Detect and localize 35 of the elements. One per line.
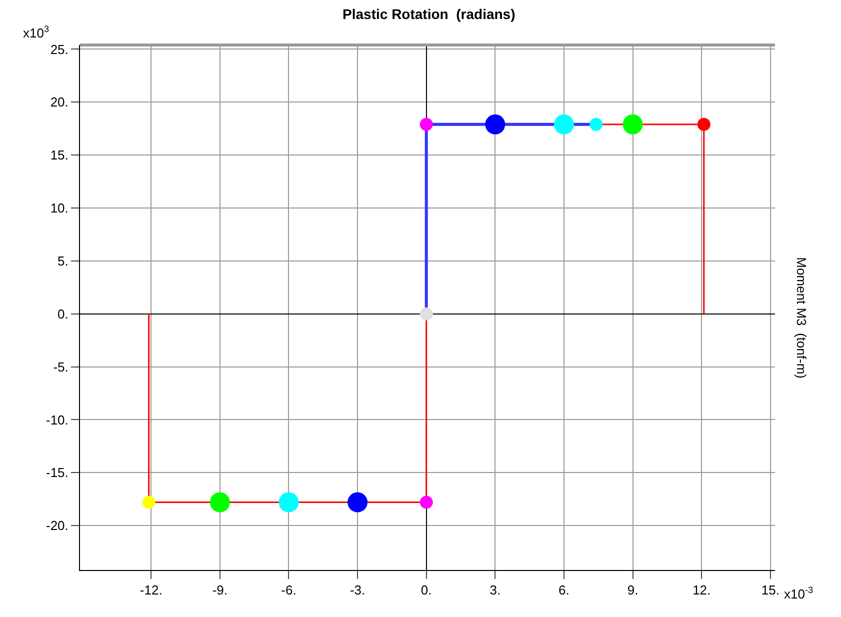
y-tick-label: 15. (50, 148, 68, 163)
y-tick-label: -5. (53, 359, 68, 374)
y-tick-label: 10. (50, 200, 68, 216)
text: x10$^{-3}$ (784, 585, 814, 602)
x-tick-label: 12. (692, 582, 711, 598)
x-tick-label: 0. (420, 582, 432, 598)
point (278, 492, 299, 512)
point (210, 492, 230, 512)
point (420, 118, 433, 131)
x-tick-label: -3. (350, 582, 366, 598)
point (622, 114, 643, 134)
y-tick-label: 0. (58, 306, 68, 322)
point (348, 492, 368, 512)
y-tick-label: -20. (46, 518, 68, 534)
y-tick-label: -15. (46, 465, 68, 480)
point (554, 114, 574, 134)
x-tick-label: -12. (140, 582, 162, 598)
y-axis-title: Moment M3 (tonf-m) (794, 257, 809, 378)
x-tick-label: 9. (627, 582, 638, 598)
point (142, 496, 156, 509)
point (485, 114, 506, 134)
point (697, 118, 710, 131)
point (420, 496, 433, 509)
x-tick-label: -9. (212, 582, 228, 598)
point (420, 307, 433, 320)
x-tick-label: 3. (490, 582, 501, 598)
y-tick-label: -10. (46, 412, 68, 428)
y-tick-label: 20. (50, 94, 68, 110)
text: x10$^{3}$ (23, 24, 50, 40)
chart-title: Plastic Rotation (radians) (342, 6, 516, 22)
x-tick-label: 15. (761, 582, 780, 598)
y-tick-label: 25. (50, 42, 68, 57)
x-tick-label: 6. (558, 582, 570, 598)
x-tick-label: -6. (281, 582, 296, 598)
y-tick-label: 5. (58, 253, 68, 268)
